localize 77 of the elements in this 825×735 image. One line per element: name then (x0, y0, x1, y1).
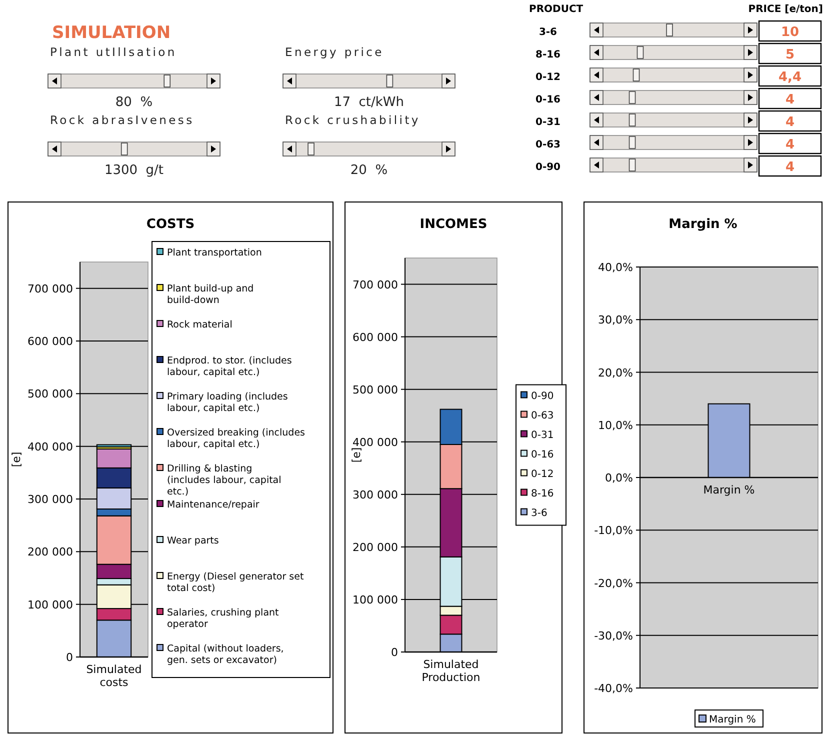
legend-label: 0-12 (531, 468, 554, 480)
y-tick-label: 300 000 (28, 493, 73, 506)
y-tick-label: 600 000 (352, 330, 398, 344)
y-tick-label: 700 000 (352, 278, 398, 292)
text: SIMULATION (52, 23, 171, 43)
text: 0-12 (535, 72, 561, 83)
text: 4,4 (778, 70, 802, 85)
y-tick-label: 200 000 (352, 540, 398, 554)
y-tick-label: 700 000 (28, 282, 73, 296)
legend-label: 0-16 (531, 449, 554, 460)
text: 1300 g/t (104, 163, 164, 178)
y-tick-label: 0,0% (605, 472, 633, 484)
legend-label: Energy (Diesel generator set total cost) (167, 572, 304, 594)
text: 4 (785, 138, 795, 152)
chart-title: INCOMES (420, 217, 488, 232)
text: PRICE [e/ton] (748, 4, 823, 15)
legend-label: Salaries, crushing plant operator (167, 608, 280, 630)
y-axis-title: [e] (10, 452, 23, 468)
text: Energy price (285, 45, 384, 59)
legend-label: Maintenance/repair (167, 500, 260, 510)
legend-label: Drilling & blasting (includes labour, capital etc.) (167, 464, 282, 498)
y-tick-label: 500 000 (352, 383, 398, 396)
text: 4 (785, 115, 795, 130)
y-tick-label: 20,0% (598, 366, 633, 380)
text: 4 (785, 160, 795, 175)
legend-label: 0-63 (531, 410, 554, 422)
y-tick-label: 300 000 (352, 488, 398, 502)
y-tick-label: 40,0% (598, 261, 633, 274)
legend-label: Plant transportation (167, 248, 262, 258)
text: 80 % (115, 95, 153, 110)
y-tick-label: 0 (66, 651, 73, 664)
y-tick-label: -20,0% (594, 576, 633, 590)
text: 8-16 (535, 50, 561, 60)
text: 10 (780, 25, 800, 40)
text: 0-16 (535, 94, 561, 106)
y-tick-label: 0 (391, 646, 398, 659)
text: 3-6 (538, 27, 558, 38)
y-tick-label: -30,0% (594, 629, 633, 642)
y-tick-label: -10,0% (594, 524, 633, 538)
y-tick-label: 600 000 (28, 335, 73, 348)
text: PRODUCT (529, 4, 584, 15)
y-tick-label: 400 000 (28, 440, 73, 454)
legend-label: 3-6 (531, 508, 548, 519)
legend-label: Rock material (167, 320, 232, 330)
legend-label: Capital (without loaders, gen. sets or excavator) (167, 644, 284, 666)
y-tick-label: 100 000 (28, 598, 73, 612)
y-tick-label: 100 000 (352, 593, 398, 606)
legend-label: 8-16 (531, 488, 554, 500)
legend-label: Primary loading (includes labour, capital etc.) (167, 392, 288, 414)
text: 17 ct/kWh (334, 95, 404, 110)
text: Plant utIlIsation (50, 45, 177, 59)
y-tick-label: 400 000 (352, 436, 398, 449)
y-tick-label: -40,0% (594, 682, 633, 695)
text: 0-90 (535, 162, 561, 173)
legend-label: Wear parts (167, 536, 219, 546)
legend-label: 0-90 (531, 390, 554, 402)
text: 20 % (350, 163, 388, 178)
legend-label: Margin % (709, 714, 756, 726)
y-tick-label: 10,0% (598, 418, 633, 432)
legend-label: Oversized breaking (includes labour, capital etc.) (167, 428, 306, 450)
x-tick-label: Simulated costs (86, 663, 142, 689)
y-axis-title: [e] (350, 447, 363, 463)
text: Rock crushability (285, 113, 420, 127)
legend-label: Plant build-up and build-down (167, 284, 254, 306)
text: 0-63 (535, 140, 561, 150)
legend-label: Endprod. to stor. (includes labour, capital etc.) (167, 356, 292, 378)
legend-label: 0-31 (531, 430, 554, 441)
text: 0-31 (535, 117, 561, 128)
text: Rock abrasIveness (50, 113, 194, 127)
y-tick-label: 200 000 (28, 546, 73, 559)
chart-title: COSTS (146, 217, 195, 232)
text: 4 (785, 92, 795, 108)
y-tick-label: 500 000 (28, 388, 73, 401)
y-tick-label: 30,0% (598, 314, 633, 327)
chart-title: Margin % (668, 217, 738, 232)
text: 5 (785, 48, 795, 62)
x-tick-label: Simulated Production (422, 658, 480, 684)
